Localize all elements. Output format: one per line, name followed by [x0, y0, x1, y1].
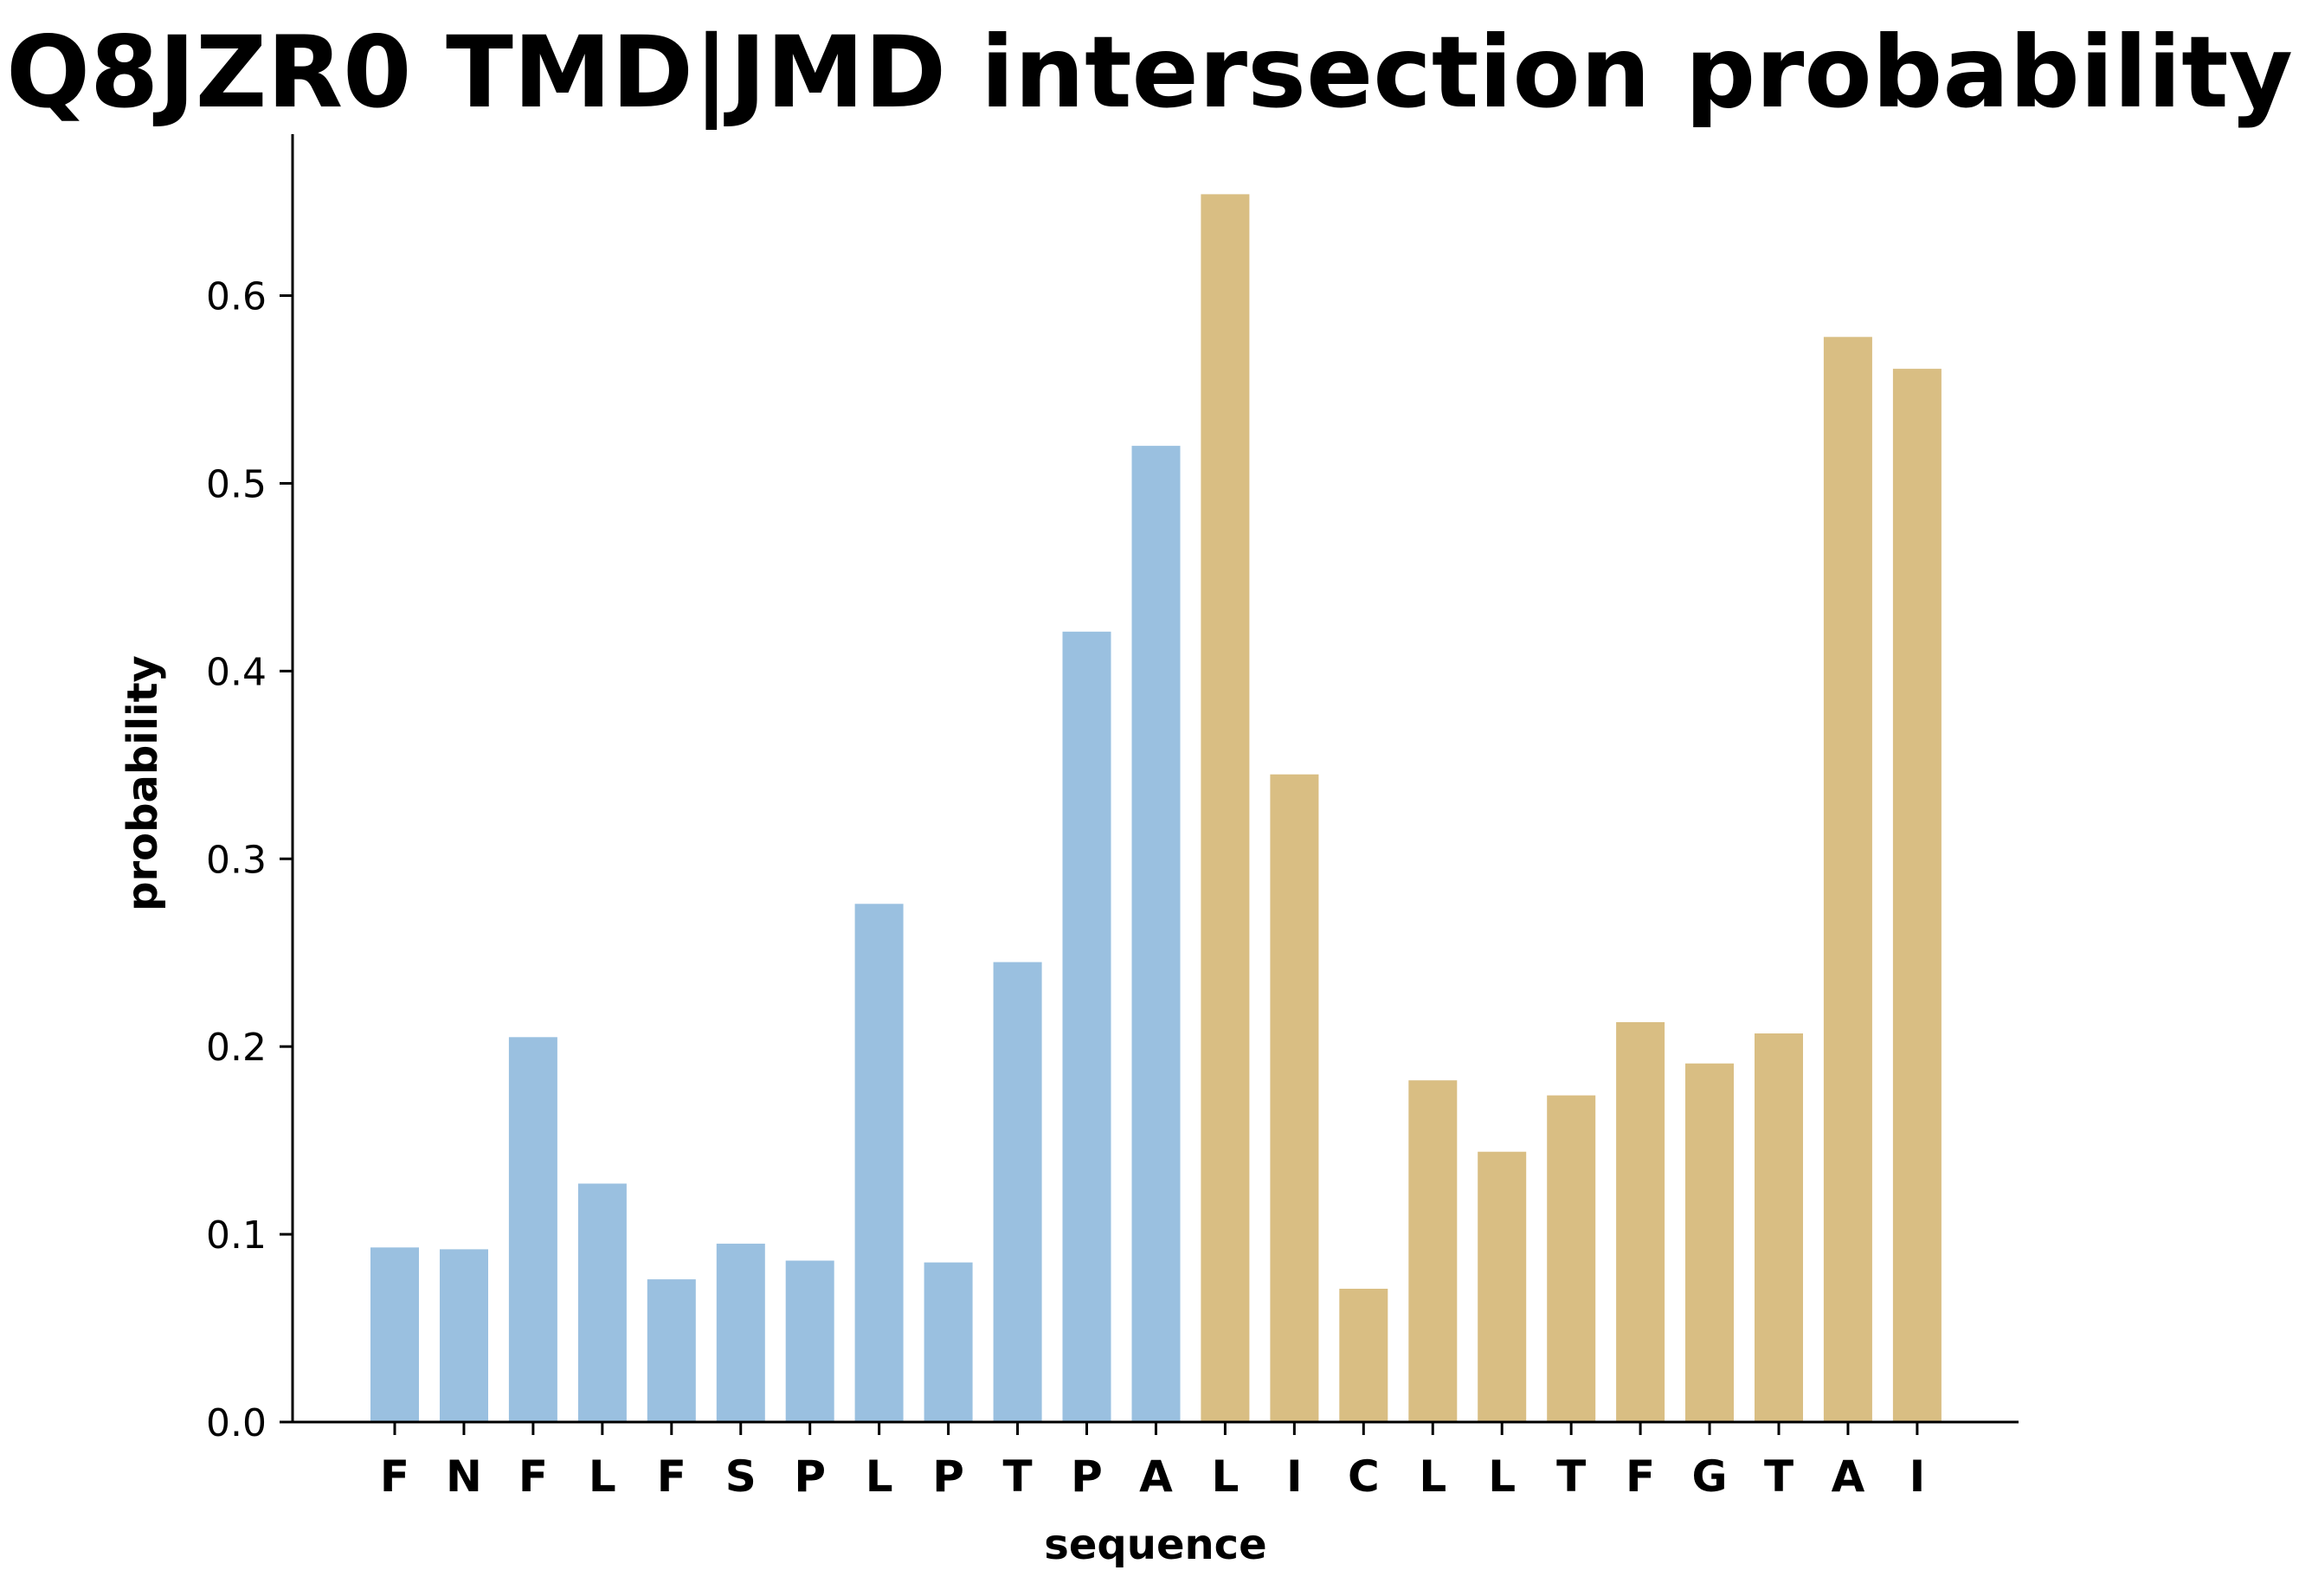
- x-tick-label: A: [1139, 1451, 1173, 1502]
- chart-title: Q8JZR0 TMD|JMD intersection probability: [6, 15, 2293, 130]
- bars-group: [370, 194, 1942, 1423]
- x-tick-label: F: [1626, 1451, 1655, 1502]
- x-tick-label: F: [657, 1451, 686, 1502]
- x-tick-label: L: [1488, 1451, 1516, 1502]
- bar-8: [924, 1262, 973, 1422]
- bar-22: [1892, 369, 1942, 1423]
- bar-19: [1685, 1063, 1734, 1422]
- bar-3: [577, 1183, 627, 1422]
- bar-4: [647, 1279, 696, 1422]
- bar-17: [1547, 1095, 1596, 1422]
- bar-6: [785, 1260, 834, 1422]
- bar-2: [508, 1037, 557, 1422]
- x-tick-label: C: [1348, 1451, 1380, 1502]
- bar-21: [1823, 337, 1872, 1422]
- bar-5: [716, 1243, 765, 1422]
- bar-18: [1616, 1022, 1665, 1422]
- bar-1: [440, 1249, 488, 1422]
- x-tick-label: S: [725, 1451, 757, 1502]
- x-tick-label: T: [1556, 1451, 1586, 1502]
- x-tick-label: P: [794, 1451, 826, 1502]
- bar-13: [1270, 774, 1319, 1422]
- x-tick-label: T: [1764, 1451, 1793, 1502]
- x-tick-label: L: [1419, 1451, 1446, 1502]
- x-tick-label: A: [1832, 1451, 1865, 1502]
- y-axis-label: probability: [119, 655, 167, 911]
- y-tick-label: 0.0: [206, 1401, 267, 1445]
- x-tick-label: P: [1071, 1451, 1103, 1502]
- x-tick-label: T: [1002, 1451, 1032, 1502]
- x-tick-label: F: [380, 1451, 409, 1502]
- bar-9: [993, 962, 1042, 1422]
- x-tick-label: L: [866, 1451, 893, 1502]
- y-tick-label: 0.1: [206, 1213, 267, 1258]
- x-tick-label: L: [589, 1451, 616, 1502]
- bar-20: [1755, 1033, 1803, 1422]
- bar-14: [1339, 1289, 1388, 1422]
- bar-15: [1408, 1080, 1458, 1422]
- x-tick-label: L: [1211, 1451, 1239, 1502]
- y-tick-label: 0.6: [206, 275, 267, 319]
- x-tick-label: N: [446, 1451, 482, 1502]
- y-axis-ticks: 0.0 0.1 0.2 0.3 0.4 0.5 0.6: [206, 275, 293, 1445]
- x-tick-label: P: [932, 1451, 964, 1502]
- bar-12: [1201, 194, 1250, 1422]
- bar-10: [1062, 631, 1111, 1422]
- bar-16: [1478, 1151, 1527, 1422]
- bar-7: [854, 904, 904, 1422]
- x-tick-label: I: [1286, 1451, 1303, 1502]
- x-tick-label: I: [1909, 1451, 1926, 1502]
- x-tick-label: G: [1692, 1451, 1728, 1502]
- y-tick-label: 0.5: [206, 462, 267, 506]
- y-tick-label: 0.4: [206, 650, 267, 694]
- bar-0: [370, 1247, 419, 1422]
- y-tick-label: 0.3: [206, 838, 267, 882]
- x-axis-label: sequence: [1044, 1521, 1266, 1569]
- bar-11: [1131, 446, 1181, 1422]
- y-tick-label: 0.2: [206, 1026, 267, 1070]
- x-tick-label: F: [518, 1451, 548, 1502]
